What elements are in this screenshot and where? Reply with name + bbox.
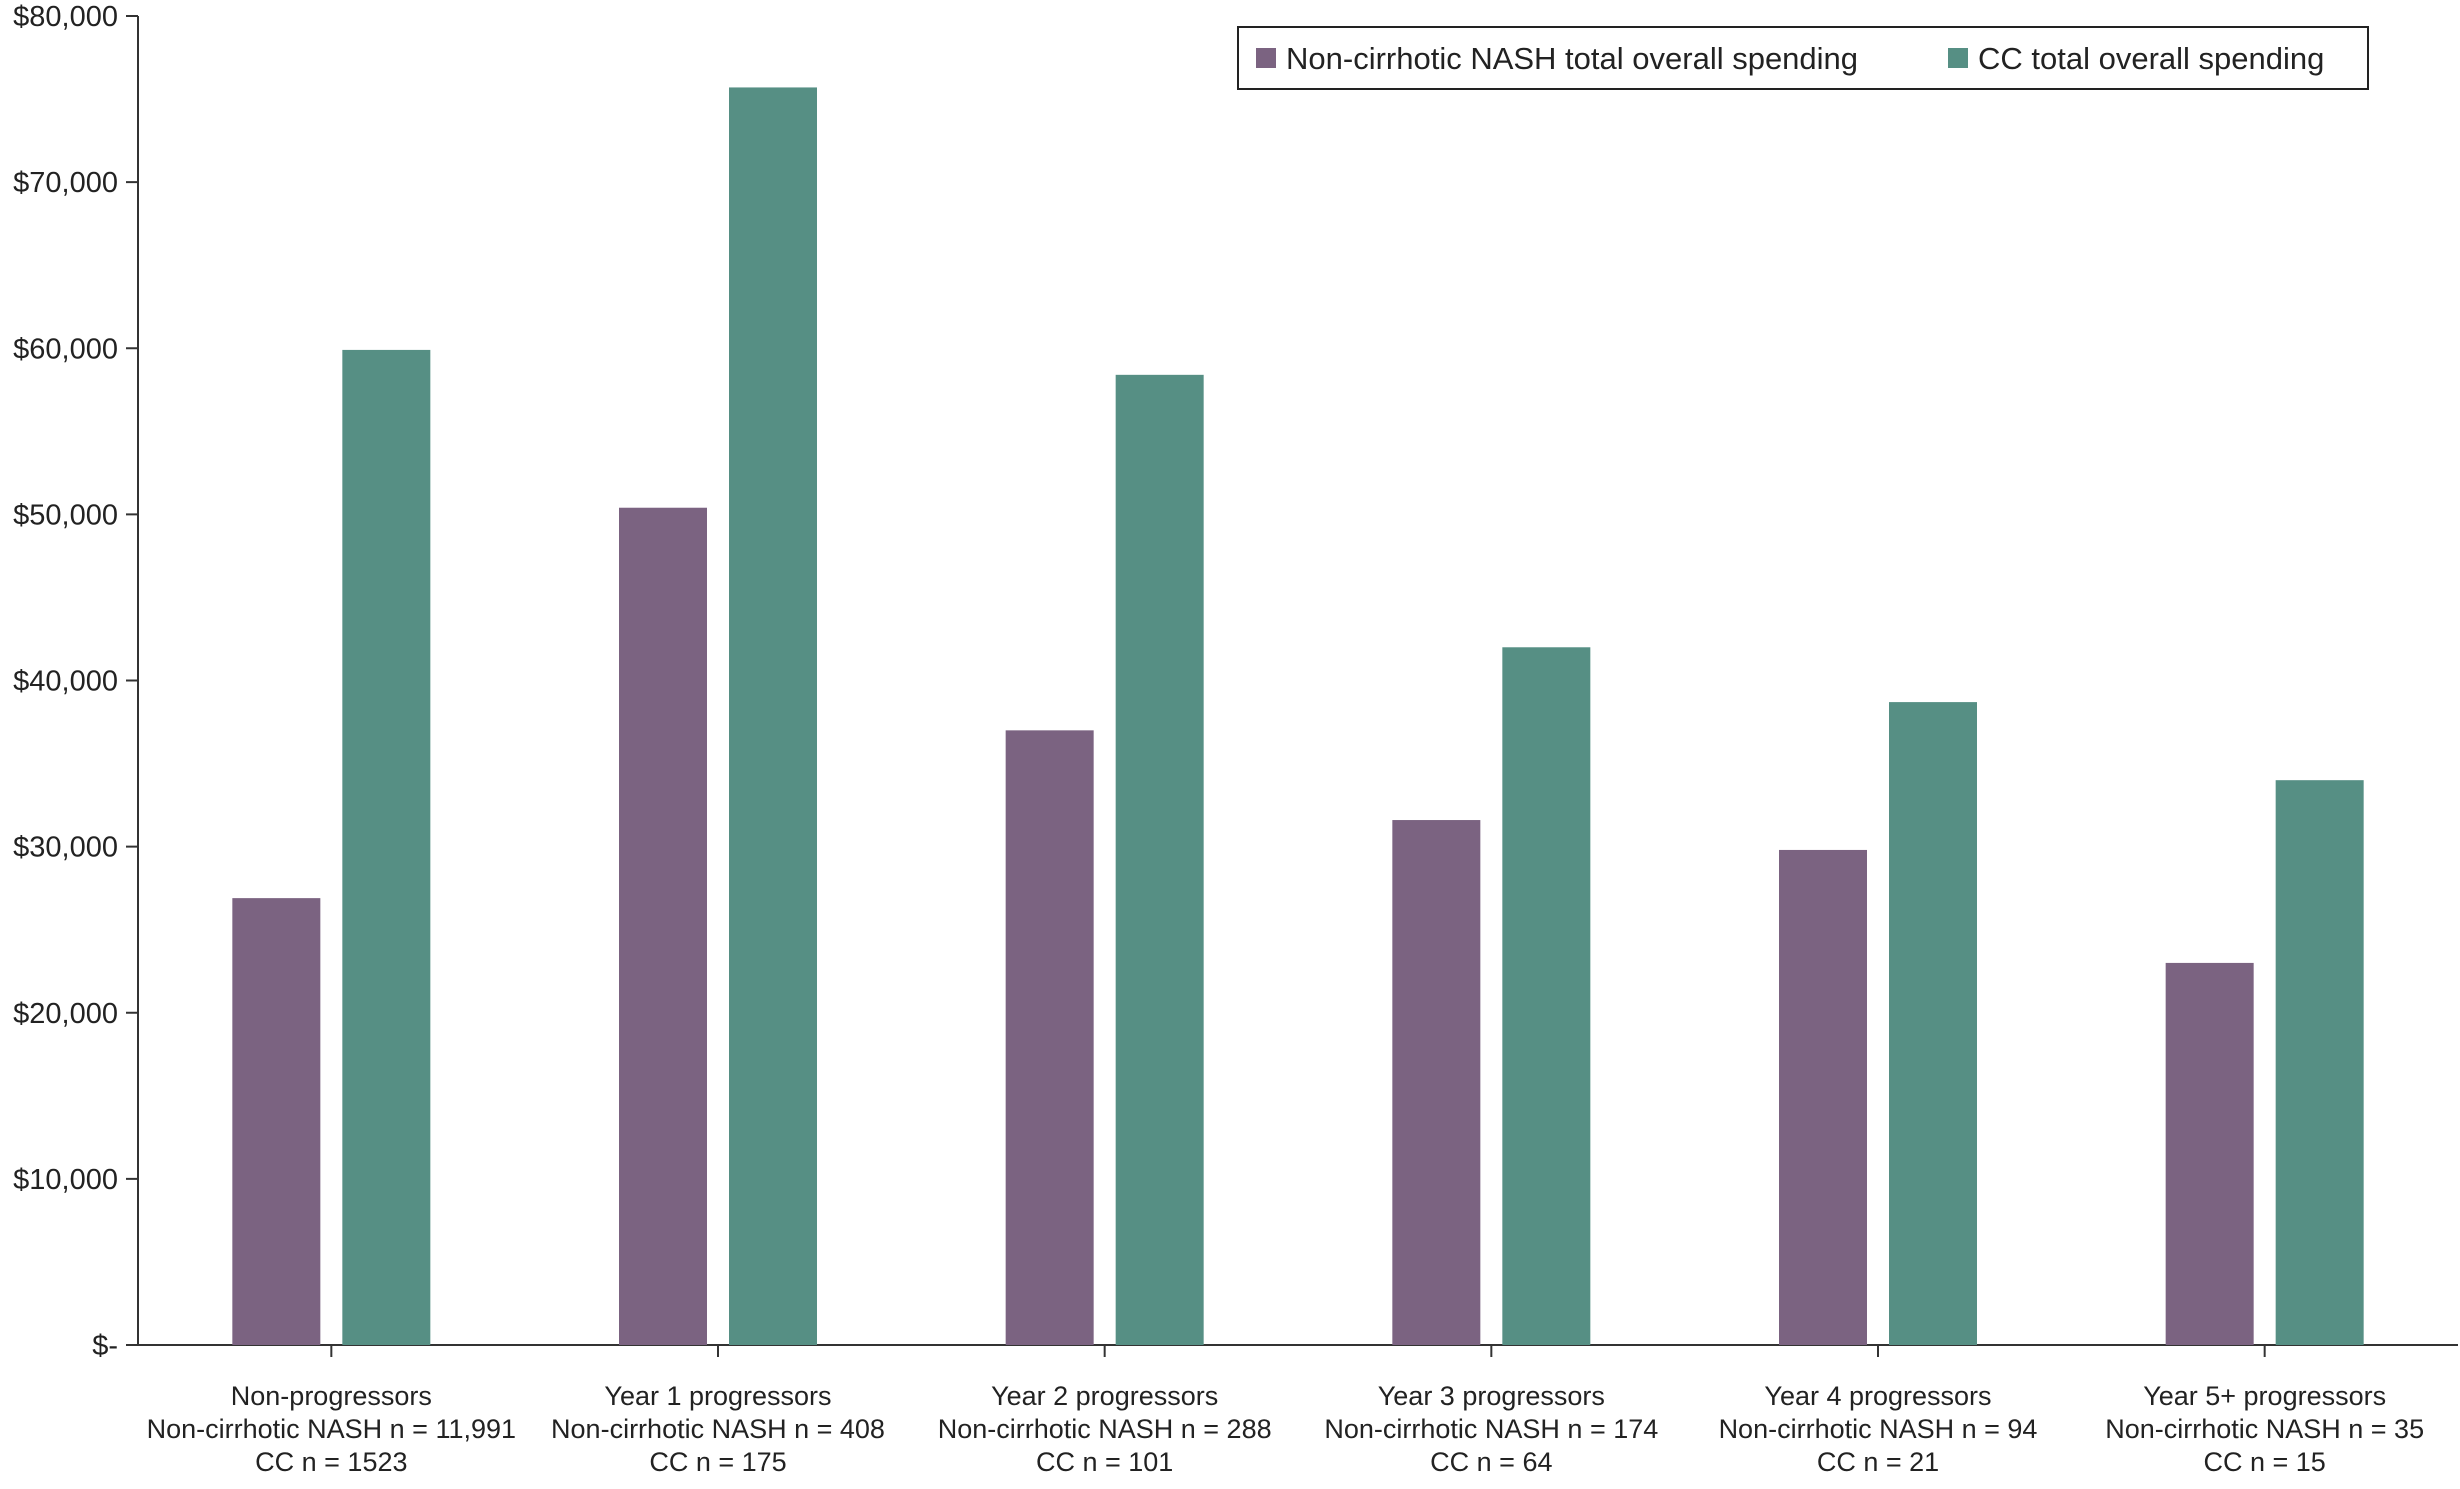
bar-nash-3 (1005, 730, 1094, 1345)
bar-cc-3 (1115, 374, 1204, 1346)
x-tick-label: CC n = 175 (649, 1447, 786, 1477)
x-tick-label: CC n = 21 (1817, 1447, 1939, 1477)
y-tick-label: $40,000 (13, 666, 118, 698)
x-tick-label: Non-cirrhotic NASH n = 174 (1324, 1414, 1658, 1444)
y-tick-label: $30,000 (13, 832, 118, 864)
y-axis: $- $10,000 $20,000 $30,000 $40,000 $50,000 $60… (13, 1, 139, 1362)
bars (232, 87, 2364, 1346)
x-tick-label: CC n = 101 (1036, 1447, 1173, 1477)
bar-cc-5 (1889, 702, 1977, 1345)
y-tick-label: $- (92, 1330, 118, 1362)
legend: Non-cirrhotic NASH total overall spendin… (1237, 26, 2369, 90)
x-tick-label: Year 5+ progressors (2143, 1381, 2386, 1411)
x-tick-label: Year 1 progressors (604, 1381, 831, 1411)
bar-nash-4 (1392, 820, 1481, 1345)
x-tick-label: Non-cirrhotic NASH n = 288 (938, 1414, 1272, 1444)
bar-nash-1 (232, 898, 321, 1345)
bar-nash-5 (1779, 849, 1867, 1345)
legend-label: Non-cirrhotic NASH total overall spendin… (1286, 41, 1858, 76)
x-tick-label: CC n = 1523 (255, 1447, 407, 1477)
y-tick-label: $60,000 (13, 333, 118, 365)
bar-nash-2 (619, 507, 707, 1346)
y-tick-label: $70,000 (13, 167, 118, 199)
y-tick-label: $10,000 (13, 1164, 118, 1196)
bar-cc-4 (1502, 647, 1591, 1345)
y-tick-label: $20,000 (13, 998, 118, 1030)
x-tick-label: Year 4 progressors (1764, 1381, 1991, 1411)
x-tick-label: Non-cirrhotic NASH n = 94 (1719, 1414, 2038, 1444)
bar-cc-2 (729, 87, 817, 1346)
bar-cc-6 (2275, 780, 2364, 1345)
x-tick-label: Non-cirrhotic NASH n = 35 (2105, 1414, 2424, 1444)
legend-swatch (1948, 48, 1968, 68)
legend-box (1237, 26, 2369, 90)
bar-nash-6 (2165, 962, 2254, 1345)
y-tick-label: $50,000 (13, 499, 118, 531)
legend-swatch (1256, 48, 1276, 68)
x-tick-label: CC n = 64 (1430, 1447, 1552, 1477)
x-tick-label: Year 2 progressors (991, 1381, 1218, 1411)
legend-label: CC total overall spending (1978, 41, 2324, 76)
x-tick-label: Non-progressors (231, 1381, 432, 1411)
x-tick-label: Non-cirrhotic NASH n = 11,991 (147, 1414, 516, 1444)
x-tick-label: CC n = 15 (2204, 1447, 2326, 1477)
x-axis (138, 1344, 2458, 1357)
y-tick-label: $80,000 (13, 1, 118, 33)
bar-cc-1 (342, 349, 431, 1345)
x-tick-label: Year 3 progressors (1378, 1381, 1605, 1411)
x-tick-label: Non-cirrhotic NASH n = 408 (551, 1414, 885, 1444)
